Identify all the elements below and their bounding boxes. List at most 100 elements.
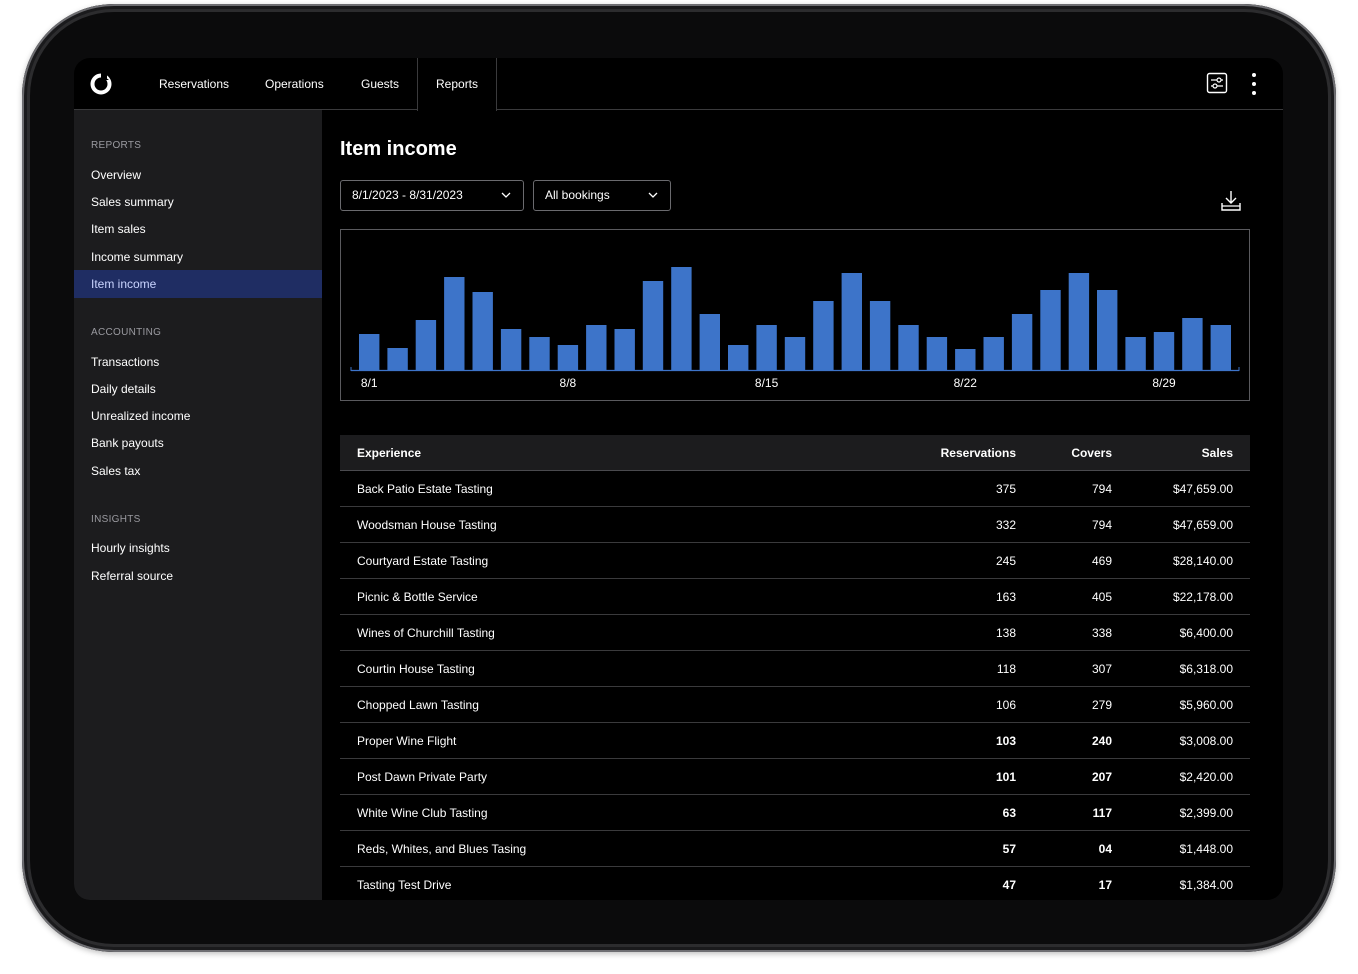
chart-bar[interactable] [1182,318,1203,370]
sidebar-item-transactions[interactable]: Transactions [91,355,160,369]
cell-sales: $28,140.00 [1172,554,1233,568]
cell-experience: Woodsman House Tasting [357,518,497,532]
x-tick-label: 8/22 [954,376,978,390]
chart-bar[interactable] [1125,337,1146,370]
cell-sales: $1,384.00 [1179,878,1233,892]
cell-reservations: 47 [1002,878,1016,892]
sidebar-item-sales-summary[interactable]: Sales summary [91,195,174,209]
chart-bar[interactable] [1011,314,1033,370]
chart-bar[interactable] [415,320,437,370]
table-row[interactable]: Wines of Churchill Tasting 138 338 $6,40… [340,615,1250,651]
sidebar-item-item-sales[interactable]: Item sales [91,222,146,236]
cell-experience: Proper Wine Flight [357,734,457,748]
cell-sales: $47,659.00 [1172,482,1233,496]
x-tick-label: 8/8 [560,376,577,390]
chart-bar[interactable] [586,325,607,370]
cell-covers: 207 [1091,770,1112,784]
nav-guests[interactable]: Guests [361,77,400,91]
brand-logo-icon[interactable] [89,72,113,96]
filter-settings-icon[interactable] [1206,72,1228,94]
download-icon[interactable] [1219,189,1243,213]
page-title: Item income [340,138,457,160]
table-row[interactable]: Post Dawn Private Party 101 207 $2,420.0… [340,759,1250,795]
chart-bar[interactable] [671,267,692,370]
cell-experience: White Wine Club Tasting [357,806,488,820]
nav-reservations[interactable]: Reservations [159,77,230,91]
sidebar-item-item-income[interactable]: Item income [74,270,322,298]
chart-bar[interactable] [529,337,550,370]
more-options-icon[interactable] [1248,72,1260,96]
table-row[interactable]: Chopped Lawn Tasting 106 279 $5,960.00 [340,687,1250,723]
cell-experience: Reds, Whites, and Blues Tasing [357,842,527,856]
sidebar-item-overview[interactable]: Overview [91,168,142,182]
table-row[interactable]: Woodsman House Tasting 332 794 $47,659.0… [340,507,1250,543]
chart-bar[interactable] [614,329,635,370]
chart-bar[interactable] [983,337,1004,370]
table-row[interactable]: Reds, Whites, and Blues Tasing 57 04 $1,… [340,831,1250,867]
sidebar-item-hourly-insights[interactable]: Hourly insights [91,541,170,555]
chart-bar[interactable] [784,337,806,370]
cell-sales: $1,448.00 [1179,842,1233,856]
chart-bar[interactable] [955,349,976,370]
sidebar-item-income-summary[interactable]: Income summary [91,250,184,264]
chart-bar[interactable] [472,292,493,370]
chart-bar[interactable] [1040,290,1061,370]
table-row[interactable]: Back Patio Estate Tasting 375 794 $47,65… [340,471,1250,507]
date-range-select[interactable]: 8/1/2023 - 8/31/2023 [340,180,524,211]
chart-bar[interactable] [926,337,948,370]
table-row[interactable]: Proper Wine Flight 103 240 $3,008.00 [340,723,1250,759]
cell-reservations: 118 [996,662,1016,676]
column-header-sales[interactable]: Sales [1201,446,1233,460]
cell-reservations: 57 [1002,842,1016,856]
chart-bar[interactable] [500,329,522,370]
chart-bar[interactable] [359,334,380,370]
cell-covers: 794 [1091,518,1112,532]
cell-experience: Courtin House Tasting [357,662,475,676]
cell-sales: $22,178.00 [1172,590,1233,604]
chart-bar[interactable] [1210,325,1231,370]
cell-reservations: 163 [995,590,1016,604]
sidebar-item-referral-source[interactable]: Referral source [91,569,174,583]
column-header-reservations[interactable]: Reservations [940,446,1016,460]
cell-experience: Back Patio Estate Tasting [357,482,493,496]
main-content: Item income 8/1/2023 - 8/31/2023 All boo… [322,110,1283,900]
sidebar-item-sales-tax[interactable]: Sales tax [91,464,141,478]
table-header: Experience Reservations Covers Sales [340,435,1250,471]
booking-filter-select[interactable]: All bookings [533,180,671,211]
chart-bar[interactable] [557,345,579,370]
table-row[interactable]: Courtin House Tasting 118 307 $6,318.00 [340,651,1250,687]
chart-bar[interactable] [841,273,862,370]
column-header-experience[interactable]: Experience [357,446,422,460]
chart-bar[interactable] [898,325,919,370]
cell-sales: $2,420.00 [1179,770,1233,784]
x-tick-label: 8/1 [361,376,378,390]
chart-bar[interactable] [1068,273,1090,370]
chart-bar[interactable] [387,348,408,370]
chart-bar[interactable] [444,277,465,370]
column-header-covers[interactable]: Covers [1071,446,1112,460]
chart-bar[interactable] [756,325,777,370]
table-row[interactable]: Picnic & Bottle Service 163 405 $22,178.… [340,579,1250,615]
chart-bar[interactable] [1097,290,1118,370]
table-row[interactable]: White Wine Club Tasting 63 117 $2,399.00 [340,795,1250,831]
chart-bar[interactable] [642,281,664,370]
sidebar-item-daily-details[interactable]: Daily details [91,382,156,396]
cell-reservations: 332 [995,518,1016,532]
chart-bar[interactable] [699,314,720,370]
table-row[interactable]: Courtyard Estate Tasting 245 469 $28,140… [340,543,1250,579]
cell-reservations: 63 [1002,806,1016,820]
cell-covers: 17 [1098,878,1112,892]
cell-sales: $6,318.00 [1179,662,1233,676]
chart-bar[interactable] [1153,332,1175,370]
cell-experience: Courtyard Estate Tasting [357,554,489,568]
chart-bar[interactable] [813,301,834,370]
nav-operations[interactable]: Operations [265,77,324,91]
daily-income-chart: 8/1 8/8 8/15 8/22 8/29 [340,229,1250,401]
nav-reports[interactable]: Reports [417,58,498,111]
chart-bar[interactable] [728,345,749,370]
chart-bar[interactable] [869,301,891,370]
sidebar-item-unrealized-income[interactable]: Unrealized income [91,409,191,423]
cell-reservations: 375 [995,482,1016,496]
sidebar-item-bank-payouts[interactable]: Bank payouts [91,436,164,450]
table-row[interactable]: Tasting Test Drive 47 17 $1,384.00 [340,867,1250,900]
